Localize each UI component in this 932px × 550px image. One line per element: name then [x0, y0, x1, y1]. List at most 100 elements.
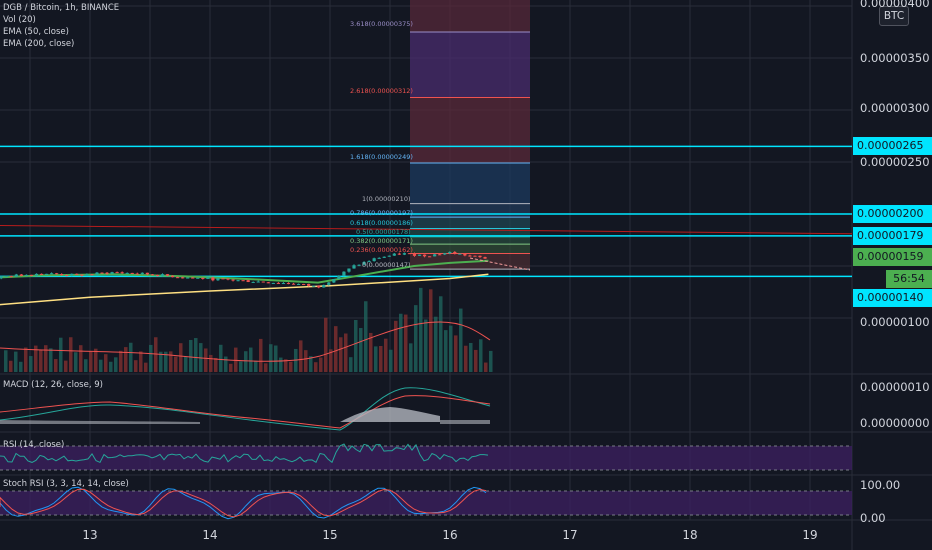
stoch-tick-0: 0.00 — [860, 511, 886, 525]
volume-bar — [94, 348, 98, 372]
volume-bar — [239, 361, 243, 372]
volume-bar — [384, 338, 388, 372]
fib-zone — [410, 163, 530, 204]
volume-bar — [409, 343, 413, 372]
volume-bar — [319, 357, 323, 372]
fib-label-0: 0(0.00000147) — [362, 261, 411, 269]
price-tick-350: 0.00000350 — [860, 51, 930, 65]
volume-bar — [314, 362, 318, 372]
candle-body — [211, 277, 215, 281]
candle-body — [241, 280, 245, 282]
volume-bar — [394, 320, 398, 372]
candle-body — [458, 253, 462, 255]
candle-body — [271, 282, 275, 284]
volume-bar — [299, 340, 303, 372]
volume-bar — [424, 319, 428, 372]
candle-body — [417, 254, 422, 256]
volume-bar — [119, 350, 123, 372]
volume-bar — [194, 338, 198, 372]
volume-bar — [309, 356, 313, 372]
fib-zone — [410, 228, 530, 237]
candle-body — [443, 253, 447, 255]
candle-body — [160, 274, 165, 277]
volume-bar — [169, 351, 173, 372]
candle-body — [327, 282, 331, 285]
volume-bar — [219, 344, 223, 372]
volume-bar — [39, 350, 43, 372]
time-tick-19: 19 — [802, 528, 818, 542]
candle-body — [9, 276, 13, 278]
candle-body — [100, 272, 104, 274]
candle-body — [191, 277, 195, 279]
fib-label-0618: 0.618(0.00000186) — [350, 219, 413, 227]
candle-body — [24, 274, 28, 276]
volume-bar — [389, 349, 393, 372]
volume-bar — [19, 361, 23, 372]
indicator-ema50: EMA (50, close) — [3, 27, 69, 37]
projection-line — [469, 257, 531, 271]
candle-body — [468, 255, 472, 257]
volume-bar — [189, 339, 193, 372]
candle-body — [55, 273, 59, 275]
volume-bar — [474, 349, 478, 372]
candle-body — [130, 272, 134, 274]
price-tag-179: 0.00000179 — [853, 227, 932, 245]
fib-zone — [410, 217, 530, 229]
candle-body — [428, 256, 432, 258]
currency-badge[interactable]: BTC — [879, 6, 909, 26]
candle-body — [352, 265, 356, 269]
candle-body — [317, 285, 321, 288]
volume-bar — [399, 313, 403, 372]
candle-body — [281, 283, 286, 285]
candle-body — [186, 277, 190, 279]
macd-signal-line — [0, 395, 491, 429]
candle-body — [125, 272, 129, 274]
volume-bar — [24, 347, 28, 372]
volume-bar — [209, 354, 213, 372]
fib-label-1618: 1.618(0.00000249) — [350, 153, 413, 161]
volume-bar — [329, 349, 333, 372]
candle-body — [231, 279, 235, 281]
macd-tick-0: 0.00000000 — [860, 416, 930, 430]
volume-bar — [284, 359, 288, 372]
volume-bar — [254, 360, 258, 372]
volume-bar — [44, 345, 48, 372]
volume-bar — [404, 314, 408, 372]
volume-bar — [379, 345, 383, 372]
candle-body — [44, 273, 49, 275]
candle-body — [312, 285, 316, 287]
ema50-line — [0, 259, 489, 284]
candle-body — [387, 255, 391, 257]
candle-body — [181, 277, 185, 279]
trend-line-red — [0, 224, 853, 235]
fib-label-3618: 3.618(0.00000375) — [350, 20, 413, 28]
fib-label-1: 1(0.00000210) — [362, 195, 411, 203]
candle-body — [29, 274, 34, 276]
volume-bar — [274, 345, 278, 372]
volume-bar — [289, 361, 293, 372]
candle-body — [463, 253, 467, 256]
ema200-line — [0, 273, 489, 306]
candle-body — [412, 253, 417, 256]
volume-bar — [59, 337, 63, 372]
volume-bar — [369, 332, 373, 372]
volume-bar — [4, 350, 8, 372]
candle-body — [221, 278, 225, 280]
candle-body — [105, 272, 109, 274]
candle-body — [322, 284, 326, 288]
price-tick-100: 0.00000100 — [860, 315, 930, 329]
volume-bar — [149, 344, 153, 372]
volume-bar — [304, 350, 308, 372]
candle-body — [347, 268, 351, 272]
volume-bar — [429, 289, 433, 372]
candle-body — [337, 275, 341, 280]
candle-body — [145, 272, 149, 275]
candle-body — [150, 274, 154, 276]
candle-body — [302, 283, 306, 285]
candle-body — [135, 273, 139, 275]
time-tick-15: 15 — [322, 528, 338, 542]
volume-bar — [224, 356, 228, 372]
volume-bar — [99, 359, 103, 372]
candle-body — [201, 277, 205, 279]
